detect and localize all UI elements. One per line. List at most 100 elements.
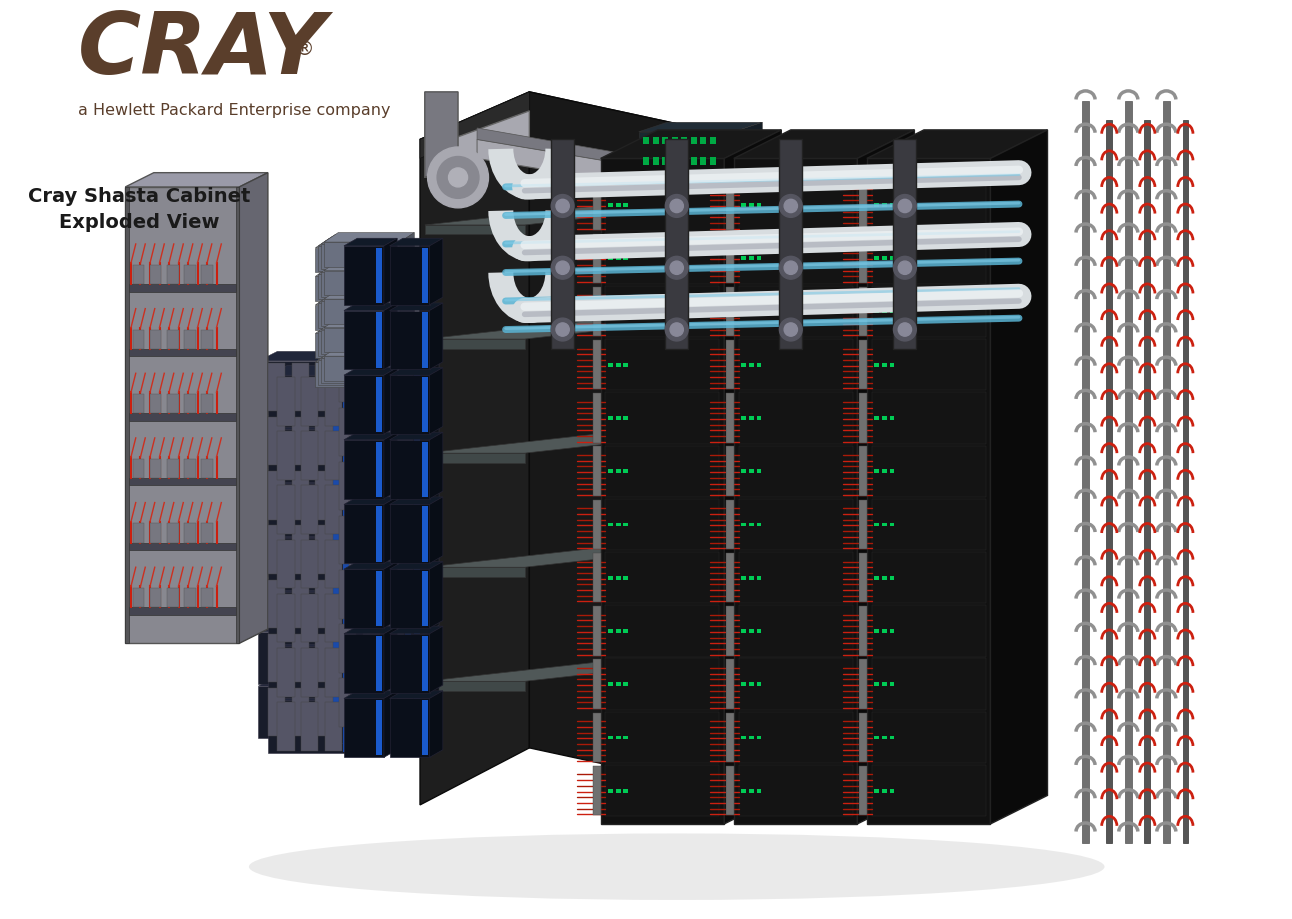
- Bar: [1124, 101, 1132, 843]
- Bar: [267, 634, 286, 682]
- Bar: [129, 348, 235, 357]
- Circle shape: [898, 199, 912, 212]
- Polygon shape: [125, 173, 267, 187]
- Polygon shape: [267, 420, 368, 429]
- Polygon shape: [390, 698, 429, 757]
- Polygon shape: [340, 622, 358, 684]
- Polygon shape: [340, 420, 420, 472]
- Bar: [894, 140, 916, 348]
- Polygon shape: [258, 568, 358, 578]
- Bar: [326, 485, 342, 534]
- Polygon shape: [404, 515, 411, 565]
- Bar: [643, 199, 649, 207]
- Polygon shape: [411, 396, 429, 458]
- Bar: [672, 178, 678, 186]
- Polygon shape: [390, 303, 443, 311]
- Bar: [616, 470, 620, 473]
- Polygon shape: [420, 92, 705, 177]
- Bar: [167, 459, 178, 478]
- Bar: [422, 377, 428, 432]
- Bar: [757, 789, 761, 792]
- Polygon shape: [404, 569, 411, 619]
- Polygon shape: [394, 350, 408, 385]
- Bar: [363, 516, 380, 564]
- Bar: [624, 629, 628, 633]
- Polygon shape: [397, 348, 411, 383]
- Bar: [386, 353, 404, 402]
- Polygon shape: [329, 676, 411, 729]
- Polygon shape: [390, 432, 443, 440]
- Bar: [315, 634, 332, 682]
- Bar: [726, 553, 734, 602]
- Bar: [681, 178, 687, 186]
- Bar: [652, 137, 659, 144]
- Polygon shape: [318, 293, 408, 303]
- Bar: [643, 157, 649, 165]
- Bar: [882, 310, 886, 313]
- Polygon shape: [420, 92, 530, 805]
- Text: Cray Shasta Cabinet
Exploded View: Cray Shasta Cabinet Exploded View: [28, 187, 251, 233]
- Polygon shape: [606, 233, 720, 284]
- Bar: [292, 634, 309, 682]
- Bar: [616, 629, 620, 633]
- Polygon shape: [258, 361, 340, 414]
- Polygon shape: [384, 497, 397, 563]
- Bar: [749, 203, 753, 207]
- Bar: [278, 377, 295, 425]
- Polygon shape: [349, 528, 368, 590]
- Polygon shape: [638, 236, 734, 254]
- Text: CRAY: CRAY: [78, 9, 327, 92]
- Bar: [202, 265, 213, 284]
- Bar: [397, 368, 413, 416]
- Bar: [691, 137, 696, 144]
- Polygon shape: [318, 246, 394, 270]
- Polygon shape: [340, 514, 358, 576]
- Polygon shape: [858, 130, 915, 824]
- Polygon shape: [606, 552, 720, 604]
- Polygon shape: [340, 573, 439, 583]
- Polygon shape: [340, 464, 439, 474]
- Polygon shape: [324, 261, 415, 270]
- Polygon shape: [384, 562, 397, 628]
- Bar: [700, 157, 707, 165]
- Bar: [150, 459, 162, 478]
- Polygon shape: [258, 415, 340, 468]
- Polygon shape: [394, 293, 408, 328]
- Bar: [875, 523, 880, 527]
- Polygon shape: [384, 432, 397, 499]
- Circle shape: [898, 323, 912, 336]
- Bar: [652, 199, 659, 207]
- Bar: [624, 363, 628, 367]
- Bar: [749, 789, 753, 792]
- Bar: [726, 393, 734, 443]
- Bar: [890, 682, 894, 686]
- Polygon shape: [344, 440, 384, 499]
- Bar: [349, 368, 366, 416]
- Bar: [672, 199, 678, 207]
- Bar: [301, 539, 318, 588]
- Bar: [1182, 120, 1189, 843]
- Bar: [742, 416, 745, 420]
- Polygon shape: [318, 275, 394, 299]
- Bar: [150, 330, 162, 348]
- Polygon shape: [420, 627, 439, 689]
- Polygon shape: [739, 446, 853, 497]
- Polygon shape: [734, 158, 858, 824]
- Bar: [624, 576, 628, 580]
- Polygon shape: [606, 339, 720, 391]
- Bar: [340, 624, 357, 673]
- Polygon shape: [324, 270, 401, 295]
- Polygon shape: [267, 538, 349, 590]
- Bar: [349, 584, 366, 633]
- Bar: [133, 524, 145, 542]
- Bar: [749, 470, 753, 473]
- Bar: [749, 629, 753, 633]
- Bar: [681, 199, 687, 207]
- Bar: [859, 233, 867, 283]
- Polygon shape: [318, 265, 408, 275]
- Polygon shape: [411, 505, 429, 566]
- Circle shape: [556, 199, 570, 212]
- Polygon shape: [872, 392, 986, 444]
- Bar: [363, 407, 380, 456]
- Polygon shape: [872, 552, 986, 604]
